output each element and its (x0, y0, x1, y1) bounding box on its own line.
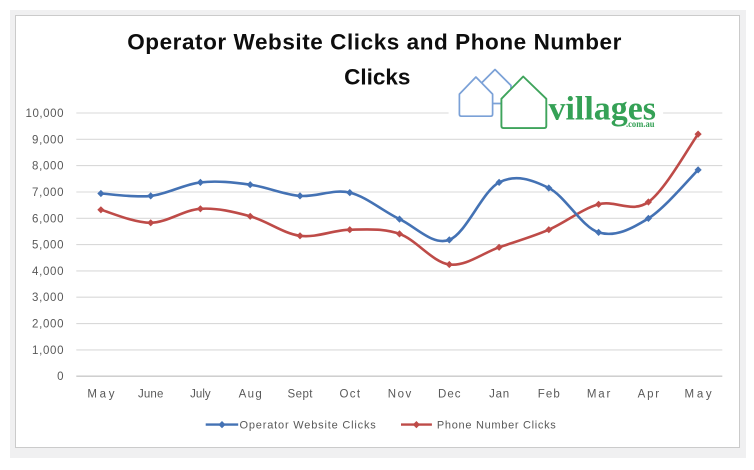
svg-text:10,000: 10,000 (26, 108, 64, 120)
svg-text:Phone Number Clicks: Phone Number Clicks (437, 419, 556, 431)
svg-text:May: May (87, 388, 114, 400)
svg-text:9,000: 9,000 (32, 134, 64, 146)
svg-text:0: 0 (57, 371, 63, 383)
svg-text:Mar: Mar (587, 388, 611, 400)
svg-text:Oct: Oct (340, 388, 361, 400)
svg-text:1,000: 1,000 (32, 345, 64, 357)
svg-text:.com.au: .com.au (626, 120, 655, 130)
svg-text:June: June (138, 388, 163, 400)
svg-text:Operator Website Clicks and Ph: Operator Website Clicks and Phone Number (127, 29, 621, 54)
svg-text:6,000: 6,000 (32, 213, 64, 225)
svg-text:Jan: Jan (489, 388, 509, 400)
svg-text:3,000: 3,000 (32, 292, 64, 304)
svg-text:villages: villages (549, 90, 657, 127)
svg-text:2,000: 2,000 (32, 319, 64, 331)
svg-text:4,000: 4,000 (32, 266, 64, 278)
svg-text:Operator Website Clicks: Operator Website Clicks (240, 419, 377, 431)
svg-text:Apr: Apr (638, 388, 660, 400)
svg-text:Clicks: Clicks (344, 65, 410, 90)
svg-text:May: May (685, 388, 712, 400)
svg-text:Nov: Nov (388, 388, 412, 400)
svg-text:July: July (190, 388, 211, 400)
svg-text:5,000: 5,000 (32, 240, 64, 252)
svg-text:Aug: Aug (239, 388, 262, 400)
svg-text:Feb: Feb (538, 388, 560, 400)
svg-text:8,000: 8,000 (32, 161, 64, 173)
svg-text:Sept: Sept (288, 388, 314, 400)
svg-text:7,000: 7,000 (32, 187, 64, 199)
svg-text:Dec: Dec (438, 388, 461, 400)
